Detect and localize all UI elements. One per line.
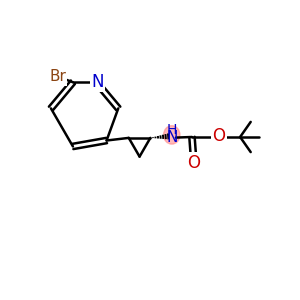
- Text: N: N: [166, 130, 178, 146]
- Text: N: N: [91, 73, 104, 91]
- Ellipse shape: [164, 126, 180, 144]
- Text: H: H: [167, 123, 177, 137]
- Text: O: O: [212, 128, 225, 146]
- Text: Br: Br: [49, 69, 66, 84]
- Text: O: O: [187, 154, 200, 172]
